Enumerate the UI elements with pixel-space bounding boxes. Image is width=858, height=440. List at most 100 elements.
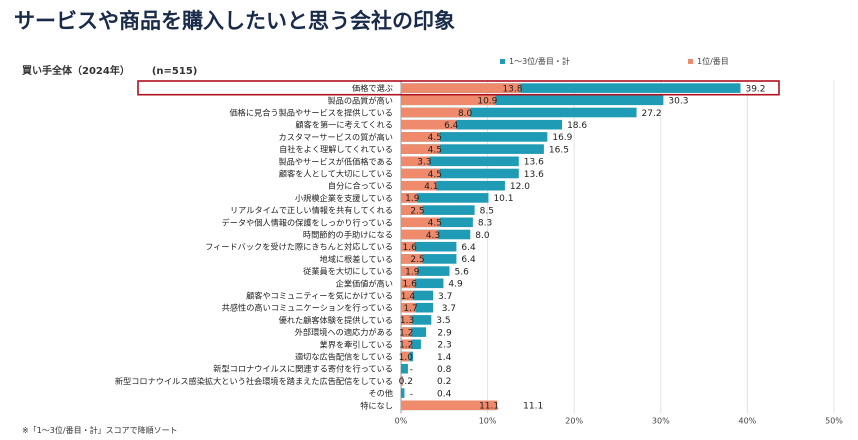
category-label: 企業価値が高い (336, 278, 393, 288)
bar-total (401, 132, 548, 142)
category-label: フィードバックを受けた際にきちんと対応している (205, 242, 393, 252)
value-label-total: 12.0 (510, 182, 530, 192)
value-label-first: 2.5 (410, 255, 424, 265)
legend-swatch-first (688, 59, 693, 64)
bar-total (401, 241, 457, 252)
bar-total (401, 254, 457, 264)
value-label-total: 2.3 (437, 341, 451, 351)
footnote: ※「1～3位/番目・計」スコアで降順ソート (22, 426, 178, 435)
category-label: 新型コロナウイルスに関連する寄付を行っている (213, 364, 393, 374)
value-label-total: 8.0 (475, 231, 490, 241)
category-label: 時間節約の手助けになる (303, 230, 393, 240)
value-label-first: 1.9 (405, 267, 420, 277)
category-label: 顧客やコミュニティーを気にかけている (246, 291, 393, 301)
value-label-total: 11.1 (523, 402, 543, 412)
value-label-first: 13.8 (502, 84, 522, 94)
value-label-total: 8.3 (478, 219, 492, 229)
value-label-first: 1.0 (399, 353, 414, 363)
category-label: 自分に合っている (328, 181, 393, 191)
chart-subtitle: 買い手全体（2024年） (n=515) (22, 62, 197, 77)
bar-first (401, 205, 423, 215)
value-label-total: 16.9 (552, 133, 572, 143)
value-label-total: 39.2 (745, 84, 765, 94)
category-label: 地域に根差している (320, 254, 393, 264)
bar-first (401, 241, 415, 252)
bar-total (401, 205, 475, 215)
bar-total (401, 156, 519, 167)
value-label-first: 10.9 (477, 97, 497, 107)
value-label-first: 11.1 (479, 402, 499, 412)
value-label-first: 0.2 (399, 377, 413, 387)
bar-first (401, 132, 440, 142)
bar-first (401, 339, 412, 350)
category-label: 優れた顧客体験を提供している (279, 315, 393, 325)
x-tick-label: 40% (739, 416, 757, 425)
bar-total (401, 266, 450, 276)
category-label: 業界を牽引している (320, 339, 393, 349)
value-label-total: 1.4 (437, 353, 452, 363)
bar-total (401, 95, 664, 106)
bar-total (401, 278, 444, 289)
value-label-total: 0.4 (437, 389, 452, 399)
category-label: 特になし (360, 400, 393, 410)
bar-first (401, 315, 413, 325)
bar-first (401, 156, 430, 167)
x-tick-label: 10% (479, 416, 497, 425)
value-label-first: 1.3 (400, 316, 414, 326)
value-label-first: 1.2 (399, 341, 413, 351)
bar-first (401, 351, 410, 362)
category-label: その他 (368, 388, 393, 398)
x-tick-label: 30% (652, 416, 670, 425)
bar-first (401, 376, 403, 386)
value-label-first: 1.6 (403, 243, 418, 253)
x-tick-label: 50% (825, 416, 843, 425)
value-label-first: 6.4 (444, 121, 459, 131)
value-label-total: 18.6 (567, 121, 587, 131)
bar-total (401, 168, 519, 179)
value-label-total: 0.2 (437, 377, 451, 387)
x-tick-label: 20% (565, 416, 583, 425)
value-label-total: 3.7 (442, 304, 456, 314)
value-label-first: 8.0 (458, 109, 473, 119)
category-label: リアルタイムで正しい情報を共有してくれる (230, 205, 393, 215)
value-label-first: 4.3 (426, 231, 440, 241)
legend-swatch-total (500, 59, 505, 64)
sample-size: (n=515) (151, 66, 198, 77)
bar-first (401, 119, 457, 130)
bar-first (401, 266, 418, 276)
category-label: 顧客を人として大切にしている (279, 169, 393, 179)
value-label-first: 4.5 (428, 145, 442, 155)
value-label-total: 3.5 (436, 316, 450, 326)
value-label-total: 8.5 (480, 206, 494, 216)
category-label: 適切な広告配信をしている (295, 352, 393, 362)
category-label: 小規模企業を支援している (295, 193, 393, 203)
bar-first (401, 229, 439, 240)
bar-first (401, 278, 415, 289)
value-label-first: - (410, 389, 413, 399)
bar-first (401, 290, 414, 301)
bar-total (401, 315, 432, 325)
value-label-total: 10.1 (493, 194, 513, 204)
bar-first (401, 144, 440, 154)
value-label-first: - (410, 365, 413, 375)
legend-label-total: 1～3位/番目・計 (509, 56, 570, 66)
value-label-first: 3.3 (417, 158, 431, 168)
value-label-total: 6.4 (461, 255, 476, 265)
category-label: 製品やサービスが低価格である (278, 156, 393, 166)
value-label-total: 13.6 (524, 158, 544, 168)
highlight-box (137, 80, 780, 96)
category-label: 自社をよく理解してくれている (279, 144, 393, 154)
value-label-total: 4.9 (448, 280, 463, 290)
bar-first (401, 193, 418, 203)
bar-total (401, 302, 434, 313)
value-label-first: 1.7 (403, 304, 417, 314)
value-label-total: 16.5 (549, 145, 569, 155)
bar-first (401, 180, 437, 191)
value-label-first: 1.4 (401, 292, 416, 302)
bar-total (401, 290, 434, 301)
category-label: 従業員を大切にしている (303, 266, 393, 276)
bar-first (401, 107, 471, 118)
bar-first (401, 327, 412, 337)
bar-first (401, 400, 498, 411)
